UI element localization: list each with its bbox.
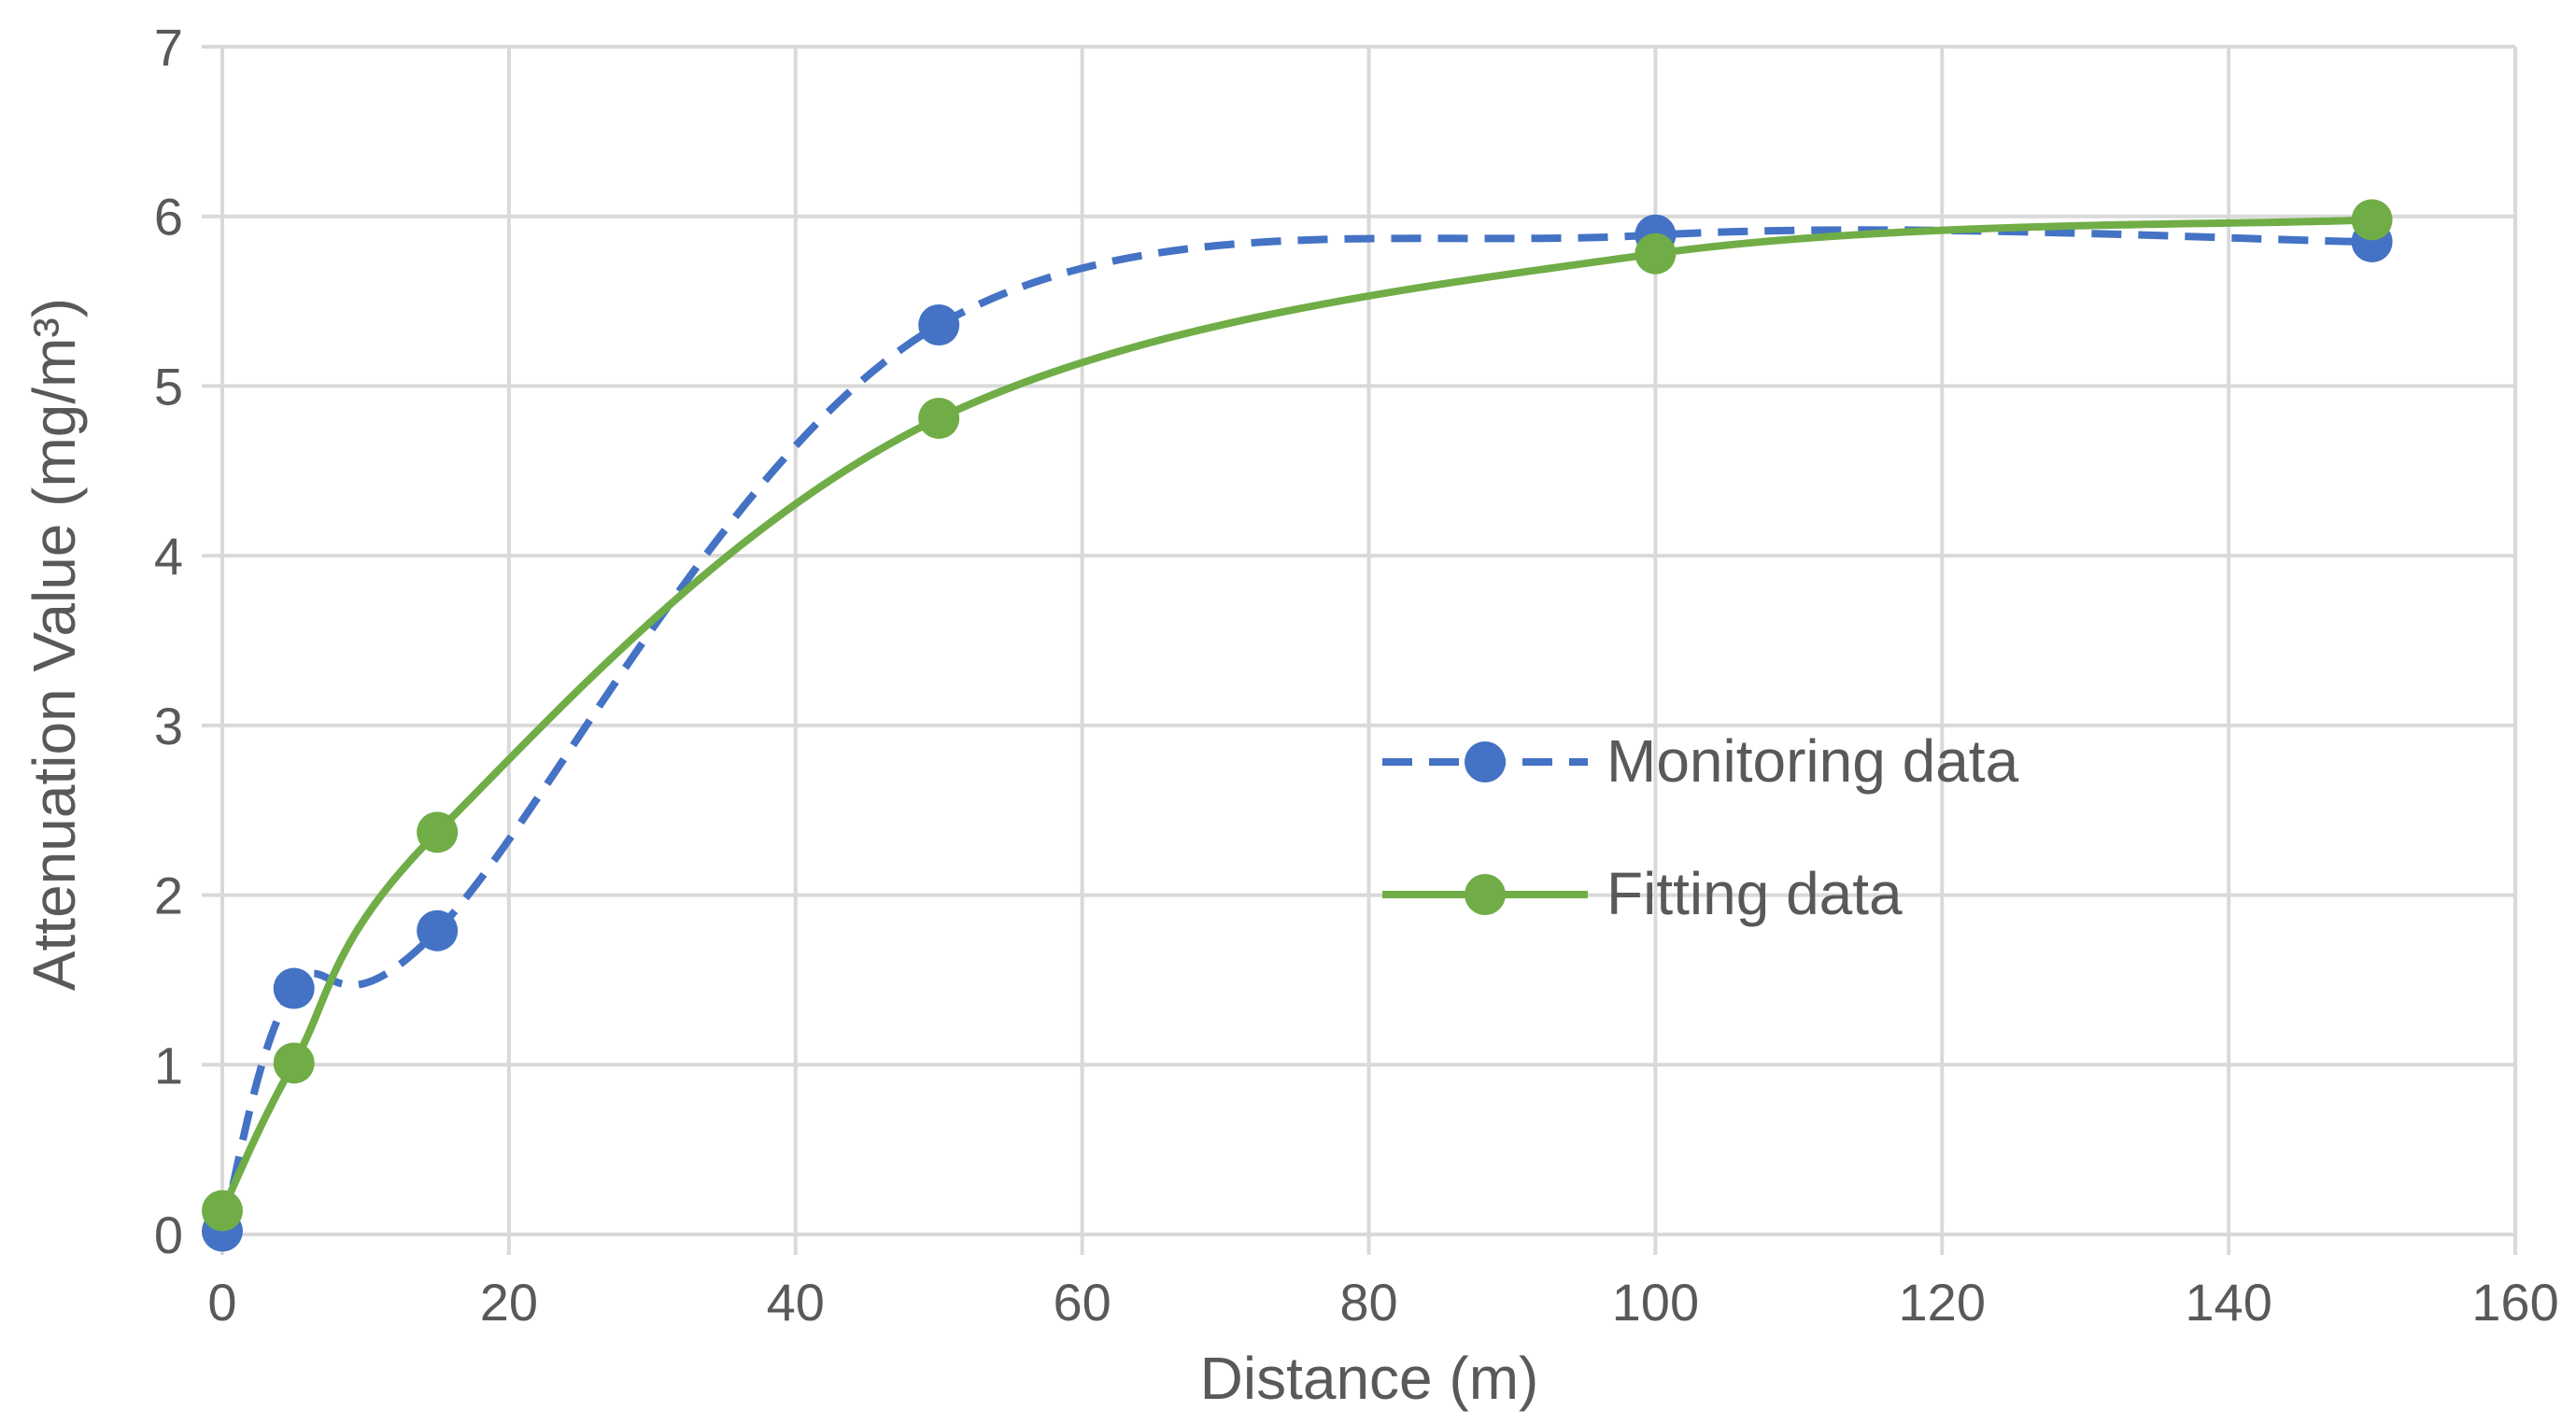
series-lines	[219, 216, 2372, 1233]
y-tick-label-3: 3	[154, 697, 183, 755]
x-tick-label-100: 100	[1612, 1273, 1699, 1332]
y-tick-label-6: 6	[154, 188, 183, 247]
x-axis-title: Distance (m)	[1200, 1345, 1539, 1412]
y-tick-label-0: 0	[154, 1205, 183, 1264]
point-fitting-data-100	[1635, 233, 1677, 275]
x-tick-label-140: 140	[2185, 1273, 2272, 1332]
y-axis-title: Attenuation Value (mg/m³)	[21, 298, 88, 991]
axes: 0 1 2 3 4 5 6 7 0 20 40 60 80 100 120 140 160	[154, 18, 2559, 1332]
y-tick-label-7: 7	[154, 18, 183, 77]
y-tick-label-2: 2	[154, 867, 183, 925]
legend-label-monitoring: Monitoring data	[1606, 727, 2019, 795]
x-tick-label-20: 20	[480, 1273, 538, 1332]
legend-item-fitting: Fitting data	[1382, 860, 1903, 927]
point-fitting-data-150	[2351, 199, 2393, 241]
point-monitoring-data-50	[918, 304, 960, 346]
series-line-monitoring-data	[219, 226, 2372, 1233]
point-fitting-data-15	[417, 811, 459, 853]
legend-label-fitting: Fitting data	[1606, 860, 1903, 927]
point-monitoring-data-15	[417, 909, 459, 952]
y-tick-label-5: 5	[154, 357, 183, 416]
x-tick-label-160: 160	[2471, 1273, 2558, 1332]
legend-marker-fitting	[1465, 874, 1506, 915]
y-tick-label-1: 1	[154, 1036, 183, 1094]
series-line-fitting-data	[219, 216, 2372, 1213]
series-markers	[202, 199, 2393, 1252]
y-tick-label-4: 4	[154, 527, 183, 585]
legend-marker-monitoring	[1465, 741, 1506, 782]
point-fitting-data-50	[918, 397, 960, 439]
x-tick-label-80: 80	[1339, 1273, 1397, 1332]
legend-item-monitoring: Monitoring data	[1382, 727, 2019, 795]
point-monitoring-data-5	[273, 967, 315, 1009]
point-fitting-data-0	[202, 1190, 243, 1232]
point-fitting-data-5	[273, 1042, 315, 1084]
x-tick-label-60: 60	[1053, 1273, 1111, 1332]
x-tick-label-40: 40	[767, 1273, 825, 1332]
x-tick-label-120: 120	[1899, 1273, 1986, 1332]
legend: Monitoring data Fitting data	[1382, 727, 2019, 927]
x-tick-label-0: 0	[207, 1273, 236, 1332]
